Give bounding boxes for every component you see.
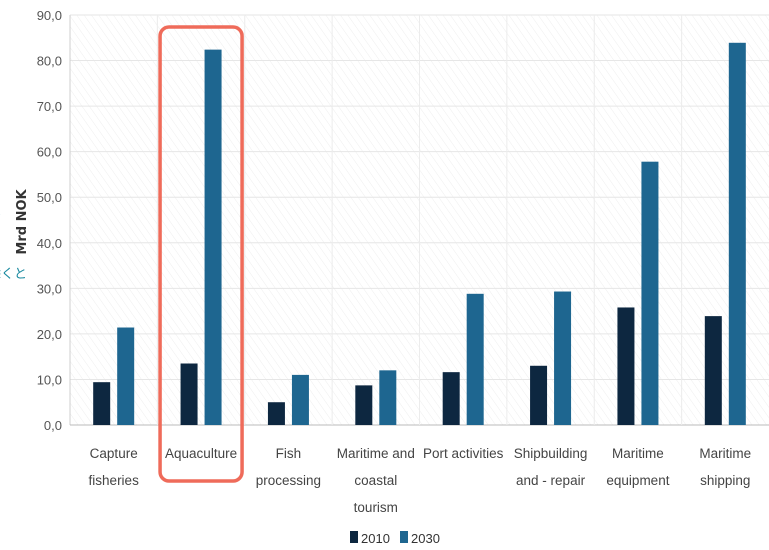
x-category-labels: Capture fisheries Aquaculture Fish processin… (89, 446, 752, 515)
bar-2010 (530, 365, 548, 425)
bar-2010 (355, 385, 373, 425)
x-category-label: Shipbuilding and - repair (514, 446, 588, 488)
x-category-label: Aquaculture (165, 446, 237, 461)
bar-2030 (204, 49, 222, 425)
legend-swatch-2030 (400, 531, 408, 543)
grid-lines (69, 14, 769, 426)
bar-2030 (641, 161, 659, 425)
y-tick-label: 30,0 (37, 281, 62, 296)
legend-label: 2010 (361, 531, 390, 546)
y-tick-label: 90,0 (37, 8, 62, 23)
legend-swatch-2010 (350, 531, 358, 543)
x-category-label: Maritime equipment (606, 446, 669, 488)
y-tick-label: 20,0 (37, 327, 62, 342)
y-tick-label: 50,0 (37, 190, 62, 205)
highlight-rectangle (158, 25, 244, 483)
x-category-label: Port activities (423, 446, 504, 461)
x-category-label: Capture fisheries (89, 446, 140, 488)
bar-2010 (93, 382, 111, 425)
bar-2030 (117, 327, 135, 425)
y-tick-labels: 0,0 10,0 20,0 30,0 40,0 50,0 60,0 70,0 80,0 90,0 (37, 8, 62, 433)
bar-2030 (291, 374, 309, 425)
legend: 2010 2030 (350, 531, 440, 546)
y-tick-label: 60,0 (37, 145, 62, 160)
x-category-label: Fish processing (256, 446, 321, 488)
bar-2030 (466, 293, 484, 425)
x-category-label: Maritime and coastal tourism (337, 446, 415, 515)
bar-2030 (728, 42, 746, 426)
y-tick-label: 40,0 (37, 236, 62, 251)
bar-2030 (554, 291, 572, 425)
bar-2010 (617, 307, 635, 425)
legend-label: 2030 (411, 531, 440, 546)
bars (93, 42, 746, 426)
bar-2010 (704, 316, 722, 425)
highlight-box (158, 25, 244, 483)
bar-2010 (267, 402, 285, 425)
y-tick-label: 0,0 (44, 418, 62, 433)
x-category-label: Maritime shipping (699, 446, 751, 488)
y-tick-label: 70,0 (37, 99, 62, 114)
cropped-glyph-top: ⧽ (0, 207, 1, 222)
cropped-glyph-bottom: 除くと (0, 267, 27, 282)
bar-2010 (442, 372, 460, 425)
y-tick-label: 80,0 (37, 54, 62, 69)
y-tick-label: 10,0 (37, 372, 62, 387)
y-axis-label: Mrd NOK (15, 188, 30, 254)
bar-2010 (180, 363, 198, 425)
bar-2030 (379, 370, 397, 425)
